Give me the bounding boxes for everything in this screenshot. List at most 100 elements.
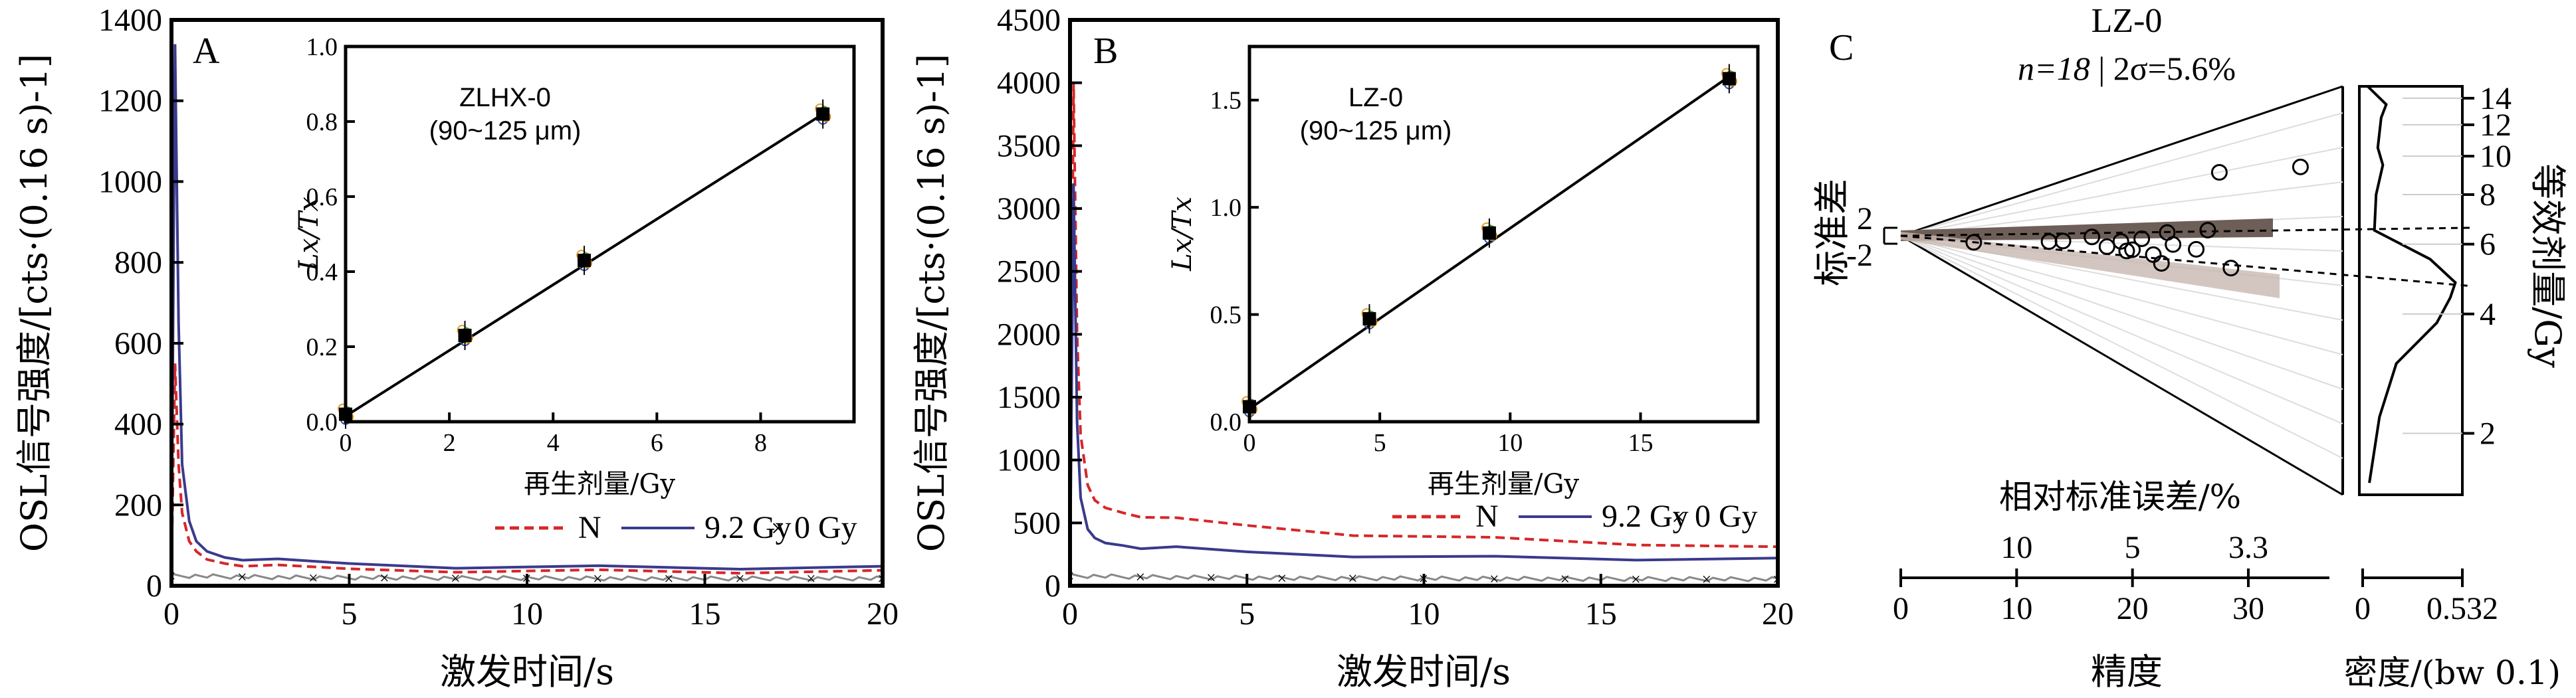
panel-a-y-tick-label: 1400 <box>98 3 162 38</box>
panel-a-inset-y-label: Lx/Tx <box>294 197 324 272</box>
panel-b-legend-0gy: 0 Gy <box>1695 499 1758 534</box>
panel-b-y-tick-label: 2500 <box>997 254 1061 290</box>
panel-b-point-0gy: × <box>1560 570 1570 589</box>
panel-b-letter: B <box>1093 31 1118 72</box>
panel-b-series-9-2gy <box>1070 183 1778 574</box>
panel-b-inset-y-tick-label: 1.5 <box>1210 87 1242 115</box>
panel-c-dose-tick-label: 2 <box>2480 416 2496 452</box>
panel-c-dose-tick-label: 8 <box>2480 177 2496 213</box>
panel-a-y-tick-label: 400 <box>114 407 162 442</box>
panel-a-y-tick-label: 200 <box>114 487 162 523</box>
panel-c-z-label: 标准差 <box>1811 179 1853 286</box>
panel-c-aliquot-point <box>2199 222 2216 239</box>
panel-b-x-tick-label: 20 <box>1762 596 1794 632</box>
panel-b-point-0gy: × <box>1772 570 1782 589</box>
panel-c-dose-label: 等效剂量/Gy <box>2527 163 2569 368</box>
panel-a-inset-y-tick-label: 0.2 <box>306 333 338 361</box>
panel-a-inset-x-tick-label: 0 <box>340 429 352 457</box>
panel-a-inset-size: (90~125 μm) <box>429 116 582 145</box>
panel-c-aliquot-point <box>2210 163 2228 181</box>
panel-a-letter: A <box>193 31 220 72</box>
panel-a-point-0gy: × <box>166 567 176 586</box>
panel-a-x-tick-label: 10 <box>511 596 543 632</box>
panel-c: C LZ-0 n=18 | 2σ=5.6% 标准差 2 -2 246810121… <box>1811 2 2569 693</box>
panel-a-y-tick-label: 800 <box>114 245 162 280</box>
panel-b-inset-x-tick-label: 15 <box>1628 429 1653 457</box>
panel-c-density-tick-label: 0.532 <box>2426 591 2498 626</box>
panel-b-legend-n: N <box>1475 499 1499 534</box>
panel-c-precision-tick-label: 20 <box>2117 591 2149 626</box>
panel-a-point-0gy: × <box>877 569 887 588</box>
panel-a-point-0gy: × <box>308 568 318 588</box>
panel-b-legend-0gy-marker: × <box>1671 503 1685 531</box>
panel-b-y-tick-label: 1500 <box>997 380 1061 415</box>
panel-a-inset-x-tick-label: 2 <box>443 429 456 457</box>
panel-c-density-frame <box>2358 85 2464 496</box>
panel-a-x-tick-label: 5 <box>342 596 358 632</box>
panel-b-inset-y-tick-label: 1.0 <box>1210 194 1242 222</box>
panel-a-inset-x-tick-label: 6 <box>651 429 663 457</box>
panel-b-point-0gy: × <box>1489 569 1499 588</box>
panel-b-inset: 0 5 10 15 0.0 0.5 1.0 1.5 LZ-0 (90~125 μm) 再生剂量… <box>1167 44 1760 499</box>
panel-c-aliquot-point <box>2133 230 2151 248</box>
panel-a-series-9-2gy <box>171 44 883 571</box>
panel-c-n: n=18 <box>2018 50 2090 87</box>
panel-a-series-n <box>171 363 883 575</box>
panel-b-legend: N 9.2 Gy × 0 Gy <box>1392 499 1758 534</box>
panel-b-inset-x-tick-label: 10 <box>1497 429 1523 457</box>
panel-a-legend-9-2gy: 9.2 Gy <box>704 510 792 545</box>
panel-b-inset-sample: LZ-0 <box>1348 83 1403 112</box>
panel-c-grid-line <box>1900 181 2343 236</box>
panel-a-legend-0gy: 0 Gy <box>794 510 857 545</box>
panel-c-aliquot-point <box>2124 241 2141 258</box>
panel-a-inset-sample: ZLHX-0 <box>459 83 551 112</box>
panel-a-x-label: 激发时间/s <box>440 651 614 693</box>
panel-c-density-curve <box>2367 85 2457 483</box>
panel-a-point-0gy: × <box>237 568 247 587</box>
panel-a-inset: 0 2 4 6 8 0.0 0.2 0.4 0.6 0.8 1.0 ZLHX-0 (90~125 μ… <box>294 33 856 499</box>
panel-a-x-tick-label: 15 <box>689 596 721 632</box>
panel-b-inset-y-tick-label: 0.0 <box>1210 408 1242 436</box>
panel-b-inset-y-label: Lx/Tx <box>1167 197 1198 272</box>
panel-b-inset-mean-point <box>1722 72 1736 86</box>
panel-a-point-0gy: × <box>451 568 461 588</box>
panel-c-aliquot-point <box>2112 232 2129 250</box>
panel-b-point-0gy: × <box>1065 567 1075 586</box>
panel-a-inset-mean-point <box>578 254 591 268</box>
panel-b-inset-y-tick-label: 0.5 <box>1210 302 1242 329</box>
panel-a-legend-n: N <box>578 510 601 545</box>
panel-c-aliquot-point <box>2054 232 2072 250</box>
panel-c-precision-tick-label: 0 <box>1893 591 1909 626</box>
panel-b-point-0gy: × <box>1631 570 1641 589</box>
panel-c-aliquot-point <box>2165 236 2182 253</box>
panel-b-x-tick-label: 15 <box>1585 596 1617 632</box>
panel-b-inset-x-label: 再生剂量/Gy <box>1428 469 1579 499</box>
panel-c-grid-line <box>1900 235 2343 390</box>
panel-b-inset-mean-point <box>1482 226 1496 240</box>
panel-c-aliquot-point <box>1965 234 1983 251</box>
panel-c-stats: n=18 | 2σ=5.6% <box>2018 50 2236 87</box>
panel-a-point-0gy: × <box>664 569 674 588</box>
panel-a-point-0gy: × <box>735 569 745 588</box>
panel-a-inset-mean-point <box>458 329 472 343</box>
panel-c-grid-line <box>1900 235 2343 459</box>
panel-b-point-0gy: × <box>1348 569 1358 588</box>
panel-b-inset-mean-point <box>1362 312 1376 326</box>
panel-b-y-tick-label: 3500 <box>997 128 1061 163</box>
panel-b-x-tick-label: 10 <box>1408 596 1440 632</box>
panel-c-density-label: 密度/(bw 0.1) <box>2344 654 2561 692</box>
panel-a-y-label: OSL信号强度/[cts·(0.16 s)-1] <box>13 54 55 552</box>
panel-c-rse-tick-label: 10 <box>2000 530 2032 565</box>
panel-c-grid-line <box>1900 235 2343 355</box>
panel-c-central-band-upper <box>1901 218 2273 241</box>
panel-a-inset-y-tick-label: 0.4 <box>306 258 338 286</box>
panel-b-y-tick-label: 4000 <box>997 66 1061 101</box>
panel-c-aliquot-point <box>2098 238 2115 255</box>
panel-a-inset-x-tick-label: 8 <box>754 429 767 457</box>
panel-c-aliquot-point <box>2188 240 2205 258</box>
panel-b-inset-x-tick-label: 0 <box>1243 429 1256 457</box>
panel-a: ××××××××××× 0510152002004006008001000120… <box>13 3 899 693</box>
panel-a-inset-y-tick-label: 0.0 <box>306 408 338 436</box>
panel-b-point-0gy: × <box>1277 568 1287 588</box>
